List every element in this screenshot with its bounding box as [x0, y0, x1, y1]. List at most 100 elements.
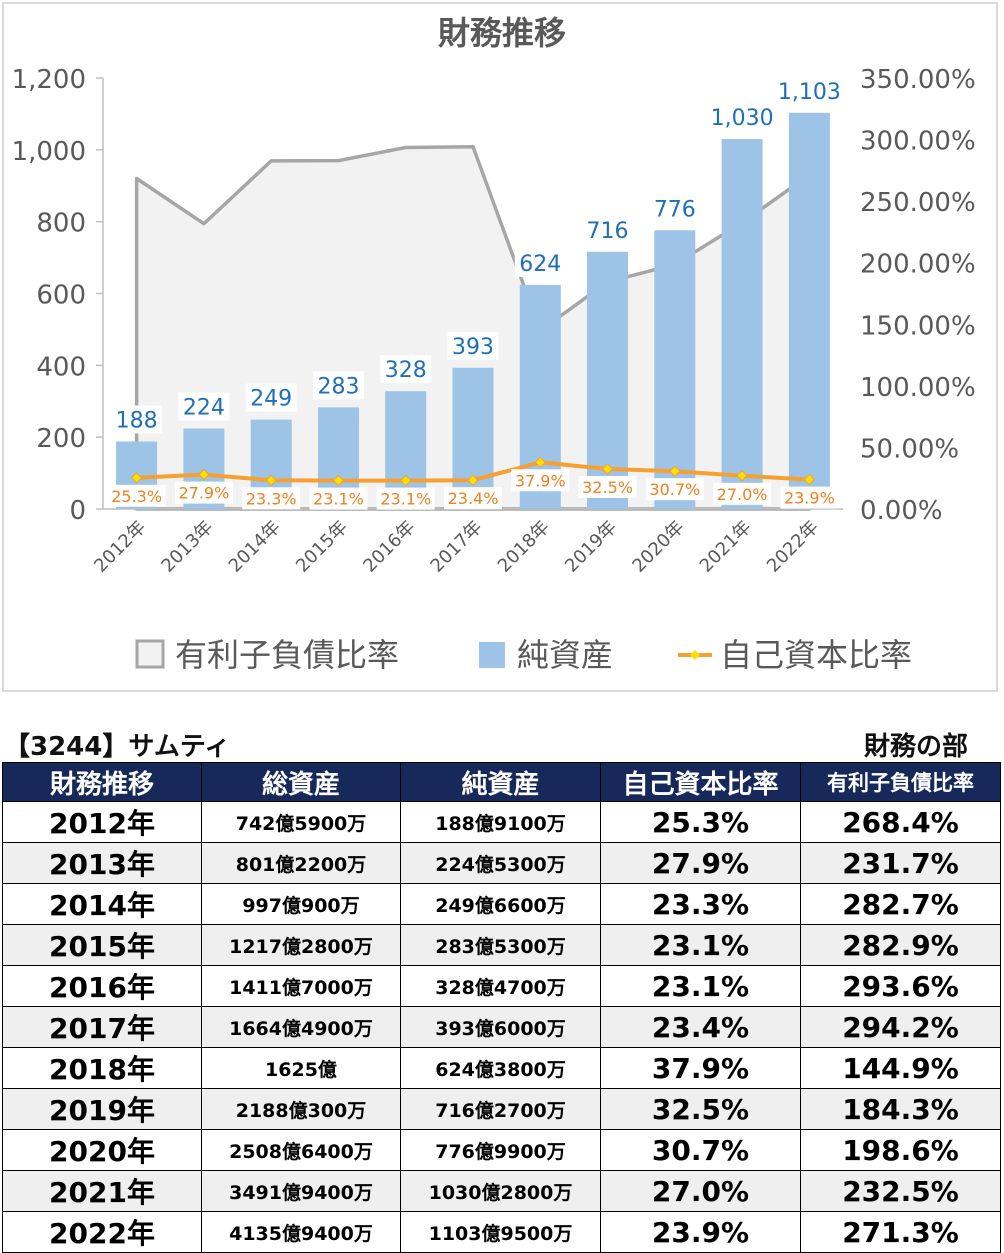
net-assets-data-label: 393	[452, 335, 494, 360]
cell-debt-ratio: 282.7%	[800, 883, 1001, 925]
bar-label-bg	[178, 392, 230, 421]
equity-ratio-data-label: 23.1%	[380, 490, 431, 509]
net-assets-data-label: 1,030	[711, 106, 774, 131]
cell-total-assets: 801億2200万	[201, 842, 401, 884]
equity-ratio-data-label: 30.7%	[649, 480, 700, 499]
cell-net-assets: 716億2700万	[400, 1088, 601, 1130]
table-row: 2017年 1664億4900万 393億6000万 23.4% 294.2%	[2, 1006, 1001, 1048]
cell-year: 2017年	[2, 1006, 202, 1048]
cell-equity-ratio: 30.7%	[600, 1129, 801, 1171]
right-tick-label: 250.00%	[860, 188, 976, 218]
cell-total-assets: 742億5900万	[201, 801, 401, 843]
equity-ratio-point	[265, 474, 277, 487]
cell-year: 2022年	[2, 1211, 202, 1253]
net-assets-data-label: 776	[654, 197, 696, 222]
cell-net-assets: 776億9900万	[400, 1129, 601, 1171]
net-assets-data-label: 249	[250, 387, 292, 412]
right-tick-label: 100.00%	[860, 373, 976, 403]
bar-label-bg	[701, 103, 783, 132]
bar-label-bg	[514, 248, 566, 277]
cell-net-assets: 224億5300万	[400, 842, 601, 884]
financial-chart: 財務推移 0 200 400 600 800 1,000 1,200 0.00% 50.00% 10…	[12, 14, 976, 674]
cell-equity-ratio: 27.9%	[600, 842, 801, 884]
cell-equity-ratio: 23.9%	[600, 1211, 801, 1253]
cell-total-assets: 2188億300万	[201, 1088, 401, 1130]
x-tick-label: 2017年	[427, 517, 487, 577]
bar-label-bg	[380, 355, 432, 384]
right-tick-label: 150.00%	[860, 311, 976, 341]
equity-ratio-point	[803, 473, 816, 486]
header-debt-ratio: 有利子負債比率	[800, 762, 1001, 802]
cell-total-assets: 3491億9400万	[201, 1170, 401, 1212]
x-tick-label: 2021年	[696, 517, 756, 577]
x-tick-label: 2019年	[561, 517, 621, 577]
net-assets-bar	[721, 139, 763, 509]
x-tick-label: 2015年	[292, 517, 352, 577]
equity-ratio-data-label: 23.4%	[448, 489, 499, 508]
x-tick-label: 2014年	[225, 517, 285, 577]
header-total-assets: 総資産	[201, 762, 401, 802]
cell-debt-ratio: 198.6%	[800, 1129, 1001, 1171]
company-label: 【3244】サムティ	[4, 732, 231, 762]
cell-net-assets: 328億4700万	[400, 965, 601, 1007]
left-tick-label: 800	[36, 209, 86, 239]
bar-label-bg	[111, 405, 163, 434]
cell-year: 2016年	[2, 965, 202, 1007]
left-tick-label: 200	[36, 424, 86, 454]
legend-label-equity-ratio: 自己資本比率	[720, 636, 912, 674]
cell-debt-ratio: 293.6%	[800, 965, 1001, 1007]
x-tick-label: 2022年	[763, 517, 823, 577]
x-tick-label: 2016年	[359, 517, 419, 577]
x-tick-label: 2013年	[157, 517, 217, 577]
table-row: 2018年 1625億 624億3800万 37.9% 144.9%	[2, 1047, 1001, 1089]
left-tick-label: 0	[69, 496, 86, 526]
equity-ratio-point	[669, 465, 681, 477]
left-tick-label: 400	[36, 352, 86, 382]
legend-label-net-assets: 純資産	[517, 636, 613, 674]
bar-label-bg	[313, 371, 364, 400]
cell-net-assets: 283億5300万	[400, 924, 601, 966]
equity-ratio-data-label: 27.0%	[717, 485, 768, 504]
debt-ratio-area-fill	[136, 146, 810, 509]
right-tick-label: 350.00%	[860, 65, 976, 95]
table-row: 2012年 742億5900万 188億9100万 25.3% 268.4%	[2, 801, 1001, 843]
line-label-bg	[174, 481, 233, 504]
cell-equity-ratio: 23.4%	[600, 1006, 801, 1048]
line-label-bg	[578, 476, 637, 498]
cell-equity-ratio: 25.3%	[600, 801, 801, 843]
cell-equity-ratio: 23.1%	[600, 924, 801, 966]
equity-ratio-point	[601, 463, 614, 475]
equity-ratio-point	[332, 474, 345, 487]
cell-net-assets: 1103億9500万	[400, 1211, 601, 1253]
line-label-bg	[309, 487, 368, 510]
cell-total-assets: 1411億7000万	[201, 965, 401, 1007]
header-equity-ratio: 自己資本比率	[600, 762, 801, 802]
net-assets-data-label: 283	[317, 374, 359, 399]
table-row: 2020年 2508億6400万 776億9900万 30.7% 198.6%	[2, 1129, 1001, 1171]
cell-year: 2012年	[2, 801, 202, 843]
cell-total-assets: 1217億2800万	[201, 924, 401, 966]
net-assets-data-label: 328	[385, 358, 427, 383]
left-tick-label: 600	[36, 281, 86, 311]
cell-debt-ratio: 294.2%	[800, 1006, 1001, 1048]
cell-net-assets: 188億9100万	[400, 801, 601, 843]
equity-ratio-point	[534, 456, 546, 469]
line-label-bg	[780, 486, 839, 509]
cell-equity-ratio: 23.1%	[600, 965, 801, 1007]
net-assets-data-label: 1,103	[778, 80, 841, 105]
line-label-bg	[242, 487, 301, 510]
cell-net-assets: 249億6600万	[400, 883, 601, 925]
chart-title: 財務推移	[438, 14, 566, 52]
table-row: 2013年 801億2200万 224億5300万 27.9% 231.7%	[2, 842, 1001, 884]
x-tick-label: 2012年	[90, 517, 150, 577]
cell-debt-ratio: 232.5%	[800, 1170, 1001, 1212]
net-assets-data-label: 624	[519, 252, 561, 277]
x-tick-label: 2020年	[628, 517, 688, 577]
line-label-bg	[444, 487, 502, 510]
cell-total-assets: 997億900万	[201, 883, 401, 925]
net-assets-bar	[654, 230, 696, 510]
cell-total-assets: 2508億6400万	[201, 1129, 401, 1171]
bar-label-bg	[245, 383, 297, 412]
bar-label-bg	[768, 76, 850, 105]
line-label-bg	[713, 482, 772, 505]
